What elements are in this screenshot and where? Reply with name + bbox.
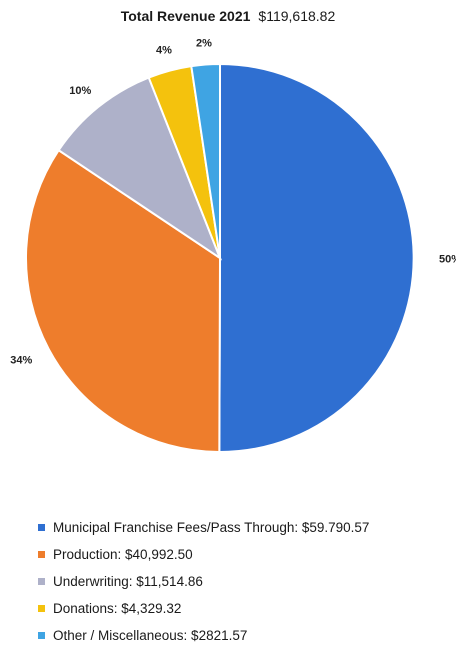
chart-title-text: Total Revenue 2021 [120, 8, 251, 24]
pie-slice-underwriting [57, 76, 223, 261]
legend-item-production: Production: $40,992.50 [38, 541, 369, 568]
legend-swatch-donations [38, 605, 45, 612]
chart-legend: Municipal Franchise Fees/Pass Through: $… [38, 514, 369, 649]
legend-item-municipal-franchise: Municipal Franchise Fees/Pass Through: $… [38, 514, 369, 541]
pie-label-production: 34% [10, 355, 32, 367]
legend-item-donations: Donations: $4,329.32 [38, 595, 369, 622]
legend-label-donations: Donations: $4,329.32 [53, 601, 182, 616]
legend-label-other: Other / Miscellaneous: $2821.57 [53, 628, 248, 643]
pie-label-other-miscellaneous: 2% [196, 38, 212, 50]
legend-label-underwriting: Underwriting: $11,514.86 [53, 574, 203, 589]
pie-slices [25, 62, 415, 454]
legend-swatch-underwriting [38, 578, 45, 585]
legend-item-other: Other / Miscellaneous: $2821.57 [38, 622, 369, 649]
legend-swatch-other [38, 632, 45, 639]
pie-slice-municipal-franchise-fees-pass-through [218, 62, 415, 454]
legend-label-production: Production: $40,992.50 [53, 547, 193, 562]
legend-swatch-production [38, 551, 45, 558]
chart-title: Total Revenue 2021 $119,618.82 [0, 8, 456, 24]
pie-label-donations: 4% [156, 44, 172, 56]
pie-slice-other-miscellaneous [190, 62, 221, 259]
chart-total-amount: $119,618.82 [258, 8, 336, 24]
pie-chart: 50% 34% 10% 4% 2% [10, 38, 456, 454]
legend-item-underwriting: Underwriting: $11,514.86 [38, 568, 369, 595]
pie-label-municipal-franchise-fees-pass-through: 50% [439, 253, 456, 265]
pie-label-underwriting: 10% [69, 85, 91, 97]
legend-label-municipal-franchise: Municipal Franchise Fees/Pass Through: $… [53, 520, 370, 535]
pie-percent-labels: 50% 34% 10% 4% 2% [10, 38, 456, 367]
legend-swatch-municipal-franchise [38, 524, 45, 531]
